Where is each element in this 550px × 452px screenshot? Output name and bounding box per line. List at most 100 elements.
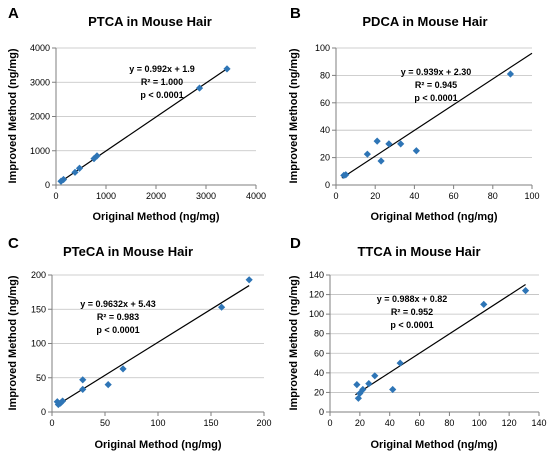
- y-axis-label-c: Improved Method (ng/mg): [7, 275, 19, 410]
- y-tick-label-c-2: 100: [31, 339, 46, 349]
- data-point-b-3: [373, 137, 381, 145]
- x-tick-label-c-2: 100: [150, 418, 165, 428]
- y-tick-label-a-4: 4000: [30, 43, 50, 53]
- x-tick-label-b-5: 100: [524, 191, 539, 201]
- y-tick-label-c-1: 50: [36, 373, 46, 383]
- x-tick-label-d-1: 20: [355, 418, 365, 428]
- data-point-b-8: [506, 70, 515, 78]
- x-tick-label-d-7: 140: [531, 418, 546, 428]
- data-point-c-2: [56, 399, 65, 407]
- y-tick-label-d-7: 140: [309, 270, 324, 280]
- y-axis-label-d: Improved Method (ng/mg): [288, 275, 300, 410]
- y-tick-label-d-6: 120: [309, 290, 324, 300]
- data-point-c-9: [245, 276, 253, 284]
- x-tick-label-d-2: 40: [385, 418, 395, 428]
- x-tick-label-a-1: 1000: [96, 191, 116, 201]
- annotation-b-2: p < 0.0001: [414, 93, 457, 103]
- x-tick-label-b-2: 40: [409, 191, 419, 201]
- data-point-a-7: [223, 65, 231, 73]
- x-tick-label-b-4: 80: [488, 191, 498, 201]
- x-tick-label-a-2: 2000: [146, 191, 166, 201]
- data-point-c-8: [218, 303, 226, 311]
- x-tick-label-c-0: 0: [49, 418, 54, 428]
- data-point-a-6: [195, 84, 204, 92]
- panel-letter-d: D: [290, 235, 301, 252]
- chart-title-a: PTCA in Mouse Hair: [88, 14, 212, 29]
- y-tick-label-b-0: 0: [325, 180, 330, 190]
- annotation-d-2: p < 0.0001: [390, 320, 433, 330]
- y-tick-label-a-0: 0: [45, 180, 50, 190]
- data-point-a-3: [75, 164, 84, 172]
- data-point-d-7: [396, 359, 404, 367]
- trend-line-b: [341, 52, 533, 179]
- data-point-c-0: [53, 398, 61, 406]
- panel-a: A PTCA in Mouse Hair 0 1000 2000 3000 4000 0 100…: [7, 5, 266, 223]
- annotation-b-1: R² = 0.945: [415, 80, 457, 90]
- y-tick-label-a-2: 2000: [30, 112, 50, 122]
- annotation-d-0: y = 0.988x + 0.82: [377, 294, 448, 304]
- x-tick-label-d-6: 120: [502, 418, 517, 428]
- data-point-b-5: [385, 140, 393, 148]
- data-point-a-5: [93, 152, 101, 160]
- trend-line-c: [55, 285, 250, 407]
- annotation-c-0: y = 0.9632x + 5.43: [80, 299, 156, 309]
- panel-c: C PTeCA in Mouse Hair 0 50 100 150 200 0 50 100 15…: [7, 235, 272, 451]
- data-point-d-2: [356, 389, 364, 398]
- panel-d: D TTCA in Mouse Hair 0 20 40 60 80 100 120 140 0 20…: [288, 235, 547, 451]
- x-tick-label-b-1: 20: [370, 191, 380, 201]
- x-axis-label-d: Original Method (ng/mg): [370, 439, 497, 451]
- data-point-c-5: [79, 385, 87, 393]
- data-point-c-4: [79, 376, 87, 384]
- x-tick-label-a-0: 0: [53, 191, 58, 201]
- data-point-c-3: [59, 397, 67, 405]
- panel-letter-c: C: [8, 235, 19, 252]
- y-axis-label-b: Improved Method (ng/mg): [288, 48, 300, 183]
- x-tick-label-b-3: 60: [449, 191, 459, 201]
- x-tick-label-c-3: 150: [203, 418, 218, 428]
- y-tick-label-d-2: 40: [314, 368, 324, 378]
- data-point-b-7: [412, 147, 420, 155]
- data-point-c-6: [104, 381, 112, 389]
- data-point-d-5: [371, 372, 379, 380]
- panel-letter-a: A: [8, 5, 19, 22]
- data-point-d-1: [354, 394, 362, 402]
- data-point-a-1: [59, 175, 68, 184]
- data-point-c-7: [119, 365, 127, 373]
- y-tick-label-a-3: 3000: [30, 77, 50, 87]
- x-tick-label-d-4: 80: [444, 418, 454, 428]
- data-point-b-6: [397, 140, 405, 148]
- x-tick-label-b-0: 0: [333, 191, 338, 201]
- y-tick-label-c-0: 0: [41, 407, 46, 417]
- y-tick-label-b-2: 40: [320, 125, 330, 135]
- x-tick-label-c-1: 50: [100, 418, 110, 428]
- x-tick-label-a-3: 3000: [196, 191, 216, 201]
- data-point-d-0: [353, 381, 361, 389]
- y-tick-label-b-5: 100: [315, 43, 330, 53]
- trend-line-d: [355, 284, 526, 396]
- y-tick-label-d-0: 0: [319, 407, 324, 417]
- x-axis-label-c: Original Method (ng/mg): [94, 439, 221, 451]
- data-point-d-8: [480, 300, 488, 308]
- y-tick-label-b-1: 20: [320, 153, 330, 163]
- annotation-a-0: y = 0.992x + 1.9: [129, 64, 195, 74]
- y-tick-label-b-4: 80: [320, 70, 330, 80]
- data-point-b-2: [363, 150, 371, 158]
- x-axis-label-a: Original Method (ng/mg): [92, 211, 219, 223]
- x-axis-label-b: Original Method (ng/mg): [370, 211, 497, 223]
- data-point-b-1: [342, 171, 350, 179]
- y-tick-label-d-4: 80: [314, 329, 324, 339]
- data-point-d-9: [521, 287, 530, 295]
- x-tick-label-a-4: 4000: [246, 191, 266, 201]
- data-point-b-4: [377, 157, 385, 165]
- x-tick-label-c-4: 200: [256, 418, 271, 428]
- annotation-d-1: R² = 0.952: [391, 307, 433, 317]
- panel-letter-b: B: [290, 5, 301, 22]
- y-tick-label-d-5: 100: [309, 309, 324, 319]
- annotation-a-2: p < 0.0001: [140, 90, 183, 100]
- x-tick-label-d-5: 100: [472, 418, 487, 428]
- panel-b: B PDCA in Mouse Hair 0 20 40 60 80 100 0 20 40 60 80…: [288, 5, 540, 223]
- annotation-b-0: y = 0.939x + 2.30: [401, 67, 472, 77]
- y-tick-label-d-1: 20: [314, 387, 324, 397]
- x-tick-label-d-3: 60: [415, 418, 425, 428]
